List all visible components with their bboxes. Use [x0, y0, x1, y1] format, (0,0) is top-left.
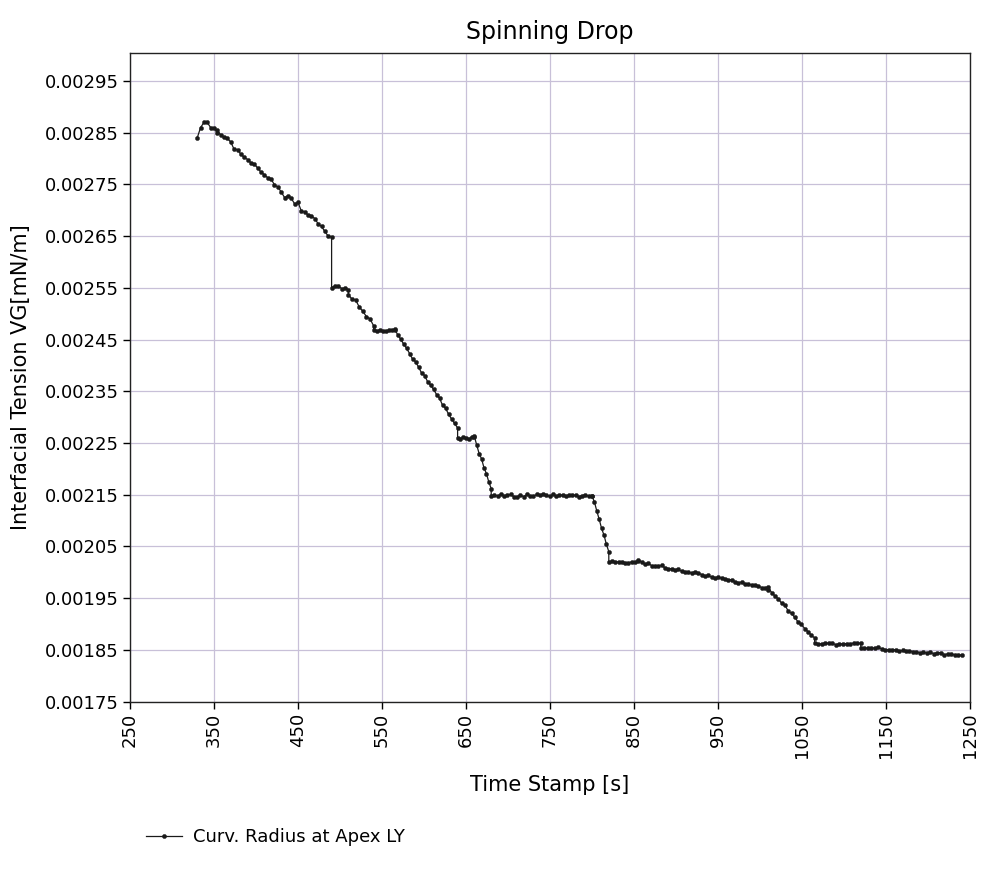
Curv. Radius at Apex LY — [198, 118, 210, 128]
Curv. Radius at Apex LY — [924, 647, 936, 658]
Curv. Radius at Apex LY — [326, 282, 338, 293]
Curv. Radius at Apex LY — [956, 650, 968, 660]
Title: Spinning Drop: Spinning Drop — [466, 19, 634, 44]
Line: Curv. Radius at Apex LY: Curv. Radius at Apex LY — [195, 120, 964, 657]
Curv. Radius at Apex LY — [191, 132, 203, 143]
Curv. Radius at Apex LY — [706, 572, 718, 582]
Curv. Radius at Apex LY — [616, 556, 628, 567]
Y-axis label: Interfacial Tension VG[mN/m]: Interfacial Tension VG[mN/m] — [11, 225, 31, 530]
Legend: Curv. Radius at Apex LY: Curv. Radius at Apex LY — [139, 821, 412, 853]
Curv. Radius at Apex LY — [495, 489, 507, 500]
X-axis label: Time Stamp [s]: Time Stamp [s] — [470, 775, 630, 795]
Curv. Radius at Apex LY — [485, 490, 497, 501]
